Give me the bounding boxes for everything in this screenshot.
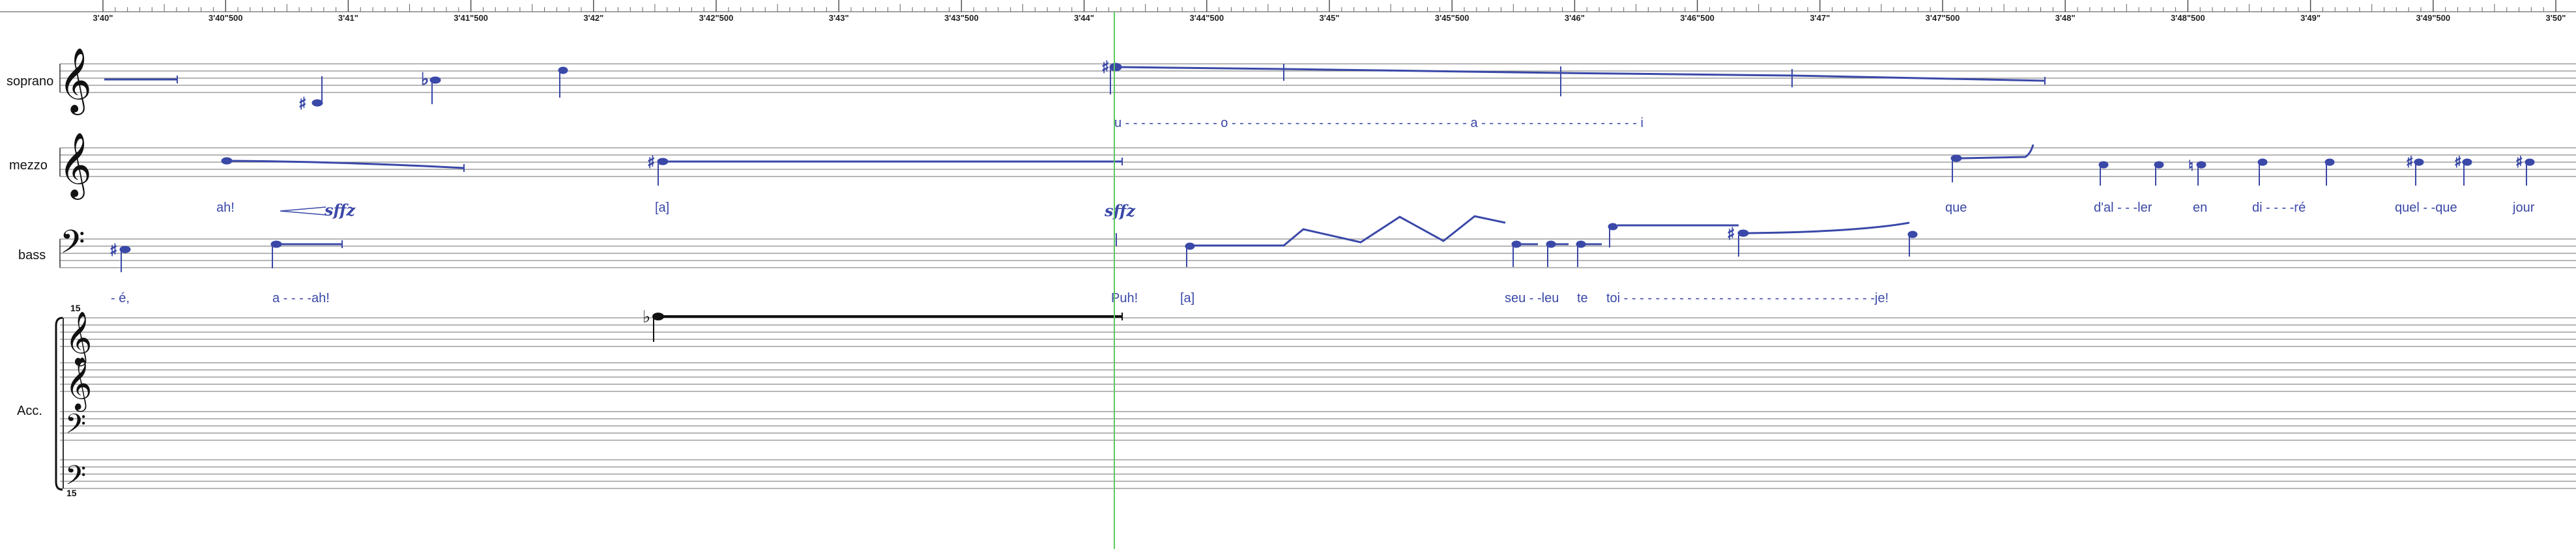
ruler-tick-label: 3'41"500 bbox=[454, 13, 488, 23]
note-head bbox=[221, 157, 233, 165]
sharp-icon: ♯ bbox=[647, 153, 656, 173]
sharp-icon: ♯ bbox=[2406, 153, 2414, 171]
note-head bbox=[2462, 158, 2472, 166]
ruler-tick-label: 3'47" bbox=[1810, 13, 1830, 23]
note-head bbox=[2324, 158, 2335, 166]
soprano-lyrics: u - - - - - - - - - - - - o - - - - - - … bbox=[1114, 116, 1643, 130]
lyric-syllable: a - - - -ah! bbox=[272, 291, 330, 305]
ruler-tick-label: 3'49"500 bbox=[2416, 13, 2450, 23]
staff-name-acc: Acc. bbox=[17, 404, 42, 418]
note-head bbox=[311, 99, 323, 107]
lyric-syllable: que bbox=[1945, 201, 1967, 215]
lyric-syllable: toi - - - - - - - - - - - - - - - - - - … bbox=[1606, 291, 1889, 305]
lyric-syllable: quel - -que bbox=[2395, 201, 2457, 215]
staff-name-mezzo: mezzo bbox=[9, 158, 48, 173]
note-head bbox=[2257, 158, 2268, 166]
ruler-tick-label: 3'50" bbox=[2546, 13, 2566, 23]
mezzo-notes[interactable]: ♯ ♮ ♯ ♯ ♯ bbox=[221, 144, 2535, 216]
lyric-syllable: ah! bbox=[216, 201, 235, 215]
crescendo-hairpin bbox=[280, 206, 326, 216]
ruler-tick-label: 3'45" bbox=[1320, 13, 1340, 23]
note-head bbox=[2525, 158, 2535, 166]
ruler-tick-label: 3'46" bbox=[1565, 13, 1585, 23]
sharp-icon: ♯ bbox=[2515, 153, 2523, 171]
bass-clef-icon: 𝄢 bbox=[60, 223, 85, 269]
staff-name-soprano: soprano bbox=[7, 74, 53, 89]
bass-notes[interactable]: ♯ ♯ bbox=[109, 215, 1918, 272]
glissando bbox=[231, 160, 465, 169]
ruler-tick-label: 3'43" bbox=[829, 13, 849, 23]
lyric-syllable: - é, bbox=[111, 291, 130, 305]
note-head bbox=[2098, 161, 2109, 169]
ruler-tick-label: 3'45"500 bbox=[1435, 13, 1469, 23]
flat-icon: ♭ bbox=[421, 70, 429, 89]
soprano-notes[interactable]: ♯ ♭ ♯ bbox=[104, 58, 2046, 115]
ruler-tick-label: 3'40"500 bbox=[209, 13, 243, 23]
lyric-syllable: [a] bbox=[655, 201, 669, 215]
lyric-syllable: d'al - - -ler bbox=[2094, 201, 2152, 215]
bass-lyrics: - é, a - - - -ah! Puh! [a] seu - -leu te toi -… bbox=[111, 291, 1889, 305]
dynamic-sffz: sffz bbox=[1104, 201, 1136, 220]
ruler-tick-label: 3'42"500 bbox=[699, 13, 734, 23]
bass-clef-icon: 𝄢 bbox=[65, 408, 86, 446]
octave-mark-bottom: 15 bbox=[66, 488, 77, 498]
ruler-tick-label: 3'44" bbox=[1074, 13, 1094, 23]
bass-clef-icon: 𝄢 bbox=[65, 460, 86, 498]
lyric-syllable: seu - -leu bbox=[1505, 291, 1559, 305]
sharp-icon: ♯ bbox=[109, 241, 118, 260]
ruler-tick-label: 3'48"500 bbox=[2171, 13, 2205, 23]
ruler-tick-label: 3'48" bbox=[2055, 13, 2076, 23]
note-head bbox=[2154, 161, 2164, 169]
lyric-syllable: te bbox=[1577, 291, 1588, 305]
lyric-syllable: di - - - -ré bbox=[2252, 201, 2306, 215]
sharp-icon: ♯ bbox=[1727, 225, 1735, 244]
lyric-syllable: [a] bbox=[1180, 291, 1194, 305]
ruler-tick-label: 3'43"500 bbox=[944, 13, 979, 23]
note-head bbox=[1737, 229, 1749, 237]
glissando bbox=[1119, 66, 2046, 82]
treble-clef-icon: 𝄞 bbox=[65, 356, 92, 412]
ruler-tick-label: 3'41" bbox=[338, 13, 358, 23]
note-head bbox=[2414, 158, 2424, 166]
ruler-tick-label: 3'44"500 bbox=[1189, 13, 1224, 23]
glissando bbox=[1194, 215, 1506, 247]
sharp-icon: ♯ bbox=[298, 94, 307, 114]
note-head bbox=[657, 158, 669, 165]
lyric-syllable: jour bbox=[2512, 201, 2535, 215]
treble-clef-icon: 𝄞 bbox=[65, 311, 92, 366]
treble-clef-icon: 𝄞 bbox=[59, 48, 92, 115]
ruler-tick-label: 3'40" bbox=[93, 13, 113, 23]
octave-mark-top: 15 bbox=[70, 303, 81, 313]
staff-lines bbox=[59, 63, 2576, 489]
sharp-icon: ♯ bbox=[2454, 153, 2462, 171]
note-head bbox=[429, 76, 441, 84]
note-head bbox=[1907, 231, 1918, 238]
note-head bbox=[119, 246, 131, 253]
lyric-syllable: Puh! bbox=[1111, 291, 1138, 305]
staff-name-bass: bass bbox=[18, 248, 46, 262]
flat-icon: ♭ bbox=[643, 307, 650, 327]
natural-icon: ♮ bbox=[2188, 158, 2193, 175]
acc-brace bbox=[55, 317, 63, 491]
ruler-tick-label: 3'49" bbox=[2300, 13, 2321, 23]
ruler-tick-label: 3'47"500 bbox=[1926, 13, 1960, 23]
ruler-tick-label: 3'42" bbox=[583, 13, 603, 23]
note-head bbox=[1608, 223, 1618, 231]
note-head bbox=[652, 313, 664, 320]
dynamic-sffz: sffz bbox=[324, 201, 356, 219]
note-head bbox=[2196, 161, 2207, 169]
note-head bbox=[558, 66, 568, 74]
ruler-tick-label: 3'46"500 bbox=[1680, 13, 1715, 23]
treble-clef-icon: 𝄞 bbox=[59, 132, 92, 200]
time-ruler[interactable]: 3'40" 3'40"500 3'41" 3'41"500 3'42" 3'42"500 3… bbox=[0, 0, 2576, 23]
acc-notes[interactable]: ♭ bbox=[643, 307, 1123, 342]
lyric-syllable: en bbox=[2193, 201, 2207, 215]
mezzo-lyrics: ah! [a] que d'al - - -ler en di - - - -ré quel… bbox=[216, 201, 2535, 215]
sharp-icon: ♯ bbox=[1101, 58, 1110, 77]
